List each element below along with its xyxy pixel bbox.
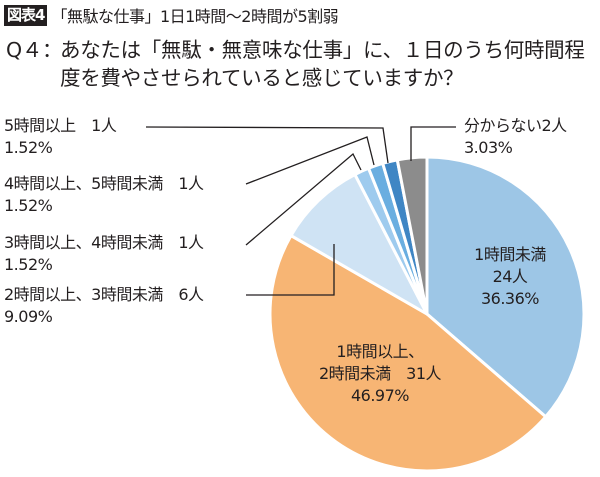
question-number: Q４： bbox=[6, 38, 63, 62]
figure-title: 「無駄な仕事」1日1時間〜2時間が5割弱 bbox=[51, 7, 339, 26]
survey-question: Q４：あなたは「無駄・無意味な仕事」に、１日のうち何時間程 度を費やさせられてい… bbox=[6, 36, 585, 92]
question-line-2: 度を費やさせられていると感じていますか？ bbox=[60, 66, 464, 90]
leader-lines bbox=[145, 126, 456, 296]
label-4to5: 4時間以上、5時間未満 1人 1.52% bbox=[4, 173, 204, 217]
label-under1-line2: 24人 bbox=[492, 267, 528, 286]
label-1to2: 1時間以上、 2時間未満 31人 46.97% bbox=[300, 341, 460, 407]
label-4to5-pct: 1.52% bbox=[4, 196, 53, 215]
pie-slices bbox=[268, 155, 586, 473]
label-unknown-pct: 3.03% bbox=[464, 138, 513, 157]
label-over5-name: 5時間以上 1人 bbox=[4, 116, 117, 135]
pie-slice bbox=[395, 155, 429, 316]
label-2to3-name: 2時間以上、3時間未満 6人 bbox=[4, 285, 204, 304]
leader-line-4to5 bbox=[245, 136, 375, 185]
label-2to3-pct: 9.09% bbox=[4, 307, 53, 326]
figure-badge: 図表4 bbox=[4, 4, 48, 26]
label-over5: 5時間以上 1人 1.52% bbox=[4, 115, 117, 159]
pie-slice bbox=[289, 173, 429, 316]
pie-slice bbox=[425, 155, 586, 419]
label-3to4-pct: 1.52% bbox=[4, 255, 53, 274]
label-1to2-line1: 1時間以上、 bbox=[336, 342, 424, 361]
label-under1-line3: 36.36% bbox=[480, 289, 540, 308]
leader-line-2to3 bbox=[246, 244, 335, 296]
label-4to5-name: 4時間以上、5時間未満 1人 bbox=[4, 174, 204, 193]
label-unknown-name: 分からない2人 bbox=[464, 116, 567, 135]
label-3to4: 3時間以上、4時間未満 1人 1.52% bbox=[4, 232, 204, 276]
label-1to2-line3: 46.97% bbox=[350, 386, 410, 405]
label-unknown: 分からない2人 3.03% bbox=[464, 115, 567, 159]
label-1to2-line2: 2時間未満 31人 bbox=[318, 364, 442, 383]
label-under1-line1: 1時間未満 bbox=[474, 245, 546, 264]
label-3to4-name: 3時間以上、4時間未満 1人 bbox=[4, 233, 204, 252]
leader-line-unknown bbox=[410, 126, 456, 161]
label-2to3: 2時間以上、3時間未満 6人 9.09% bbox=[4, 284, 204, 328]
figure-header: 図表4 「無駄な仕事」1日1時間〜2時間が5割弱 bbox=[4, 4, 339, 26]
question-line-1: あなたは「無駄・無意味な仕事」に、１日のうち何時間程 bbox=[60, 38, 585, 62]
leader-line-3to4 bbox=[245, 152, 362, 246]
label-under1: 1時間未満 24人 36.36% bbox=[455, 244, 565, 310]
label-over5-pct: 1.52% bbox=[4, 138, 53, 157]
leader-line-over5 bbox=[145, 126, 389, 164]
